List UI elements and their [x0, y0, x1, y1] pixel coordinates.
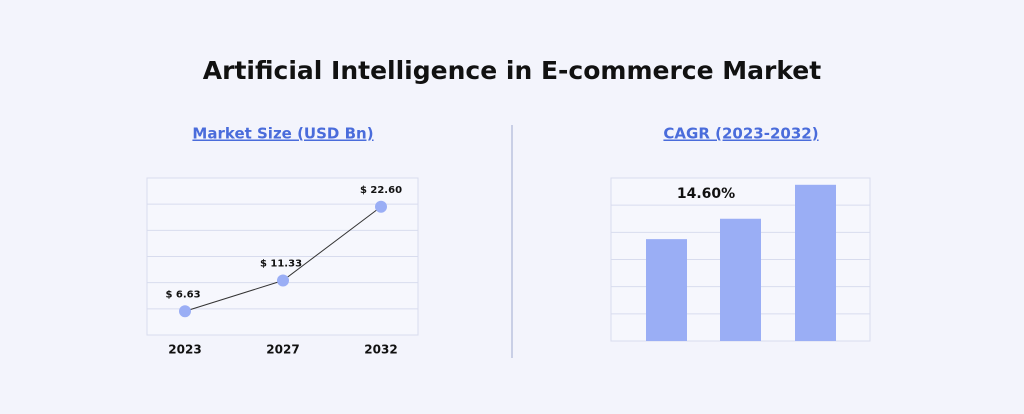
bar	[795, 184, 836, 341]
chart-title: CAGR (2023-2032)	[663, 125, 818, 143]
point	[375, 200, 387, 213]
value-label: $ 22.60	[360, 185, 402, 196]
chart-title: Market Size (USD Bn)	[192, 125, 373, 143]
bar	[720, 218, 761, 341]
annotation: 14.60%	[677, 186, 735, 202]
point	[179, 305, 191, 318]
x-tick-label: 2023	[168, 343, 201, 357]
main-title: Artificial Intelligence in E-commerce Ma…	[203, 56, 821, 85]
value-label: $ 6.63	[165, 289, 200, 300]
value-label: $ 11.33	[260, 259, 302, 270]
bar	[646, 239, 687, 341]
x-tick-label: 2027	[266, 343, 299, 357]
point	[277, 274, 289, 287]
x-tick-label: 2032	[364, 343, 397, 357]
